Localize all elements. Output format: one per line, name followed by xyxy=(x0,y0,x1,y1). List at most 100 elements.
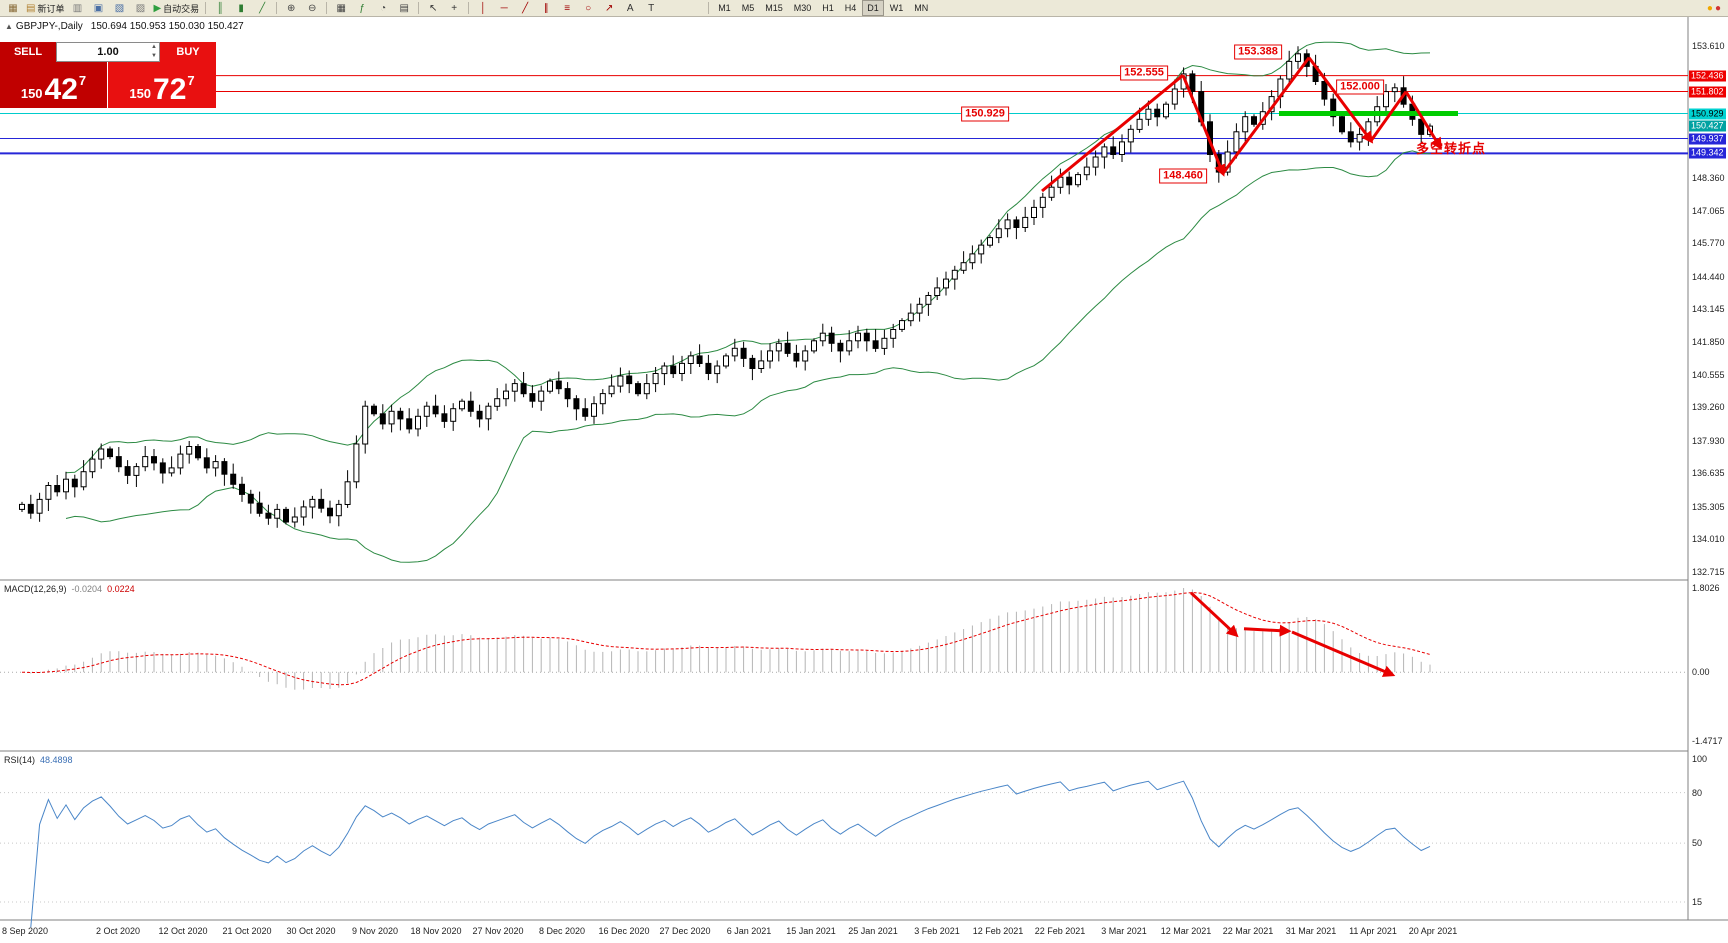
timeframe-d1-button[interactable]: D1 xyxy=(862,0,884,16)
vertical-line-icon: │ xyxy=(480,2,487,14)
news-alert-icon[interactable]: ● xyxy=(1714,2,1721,14)
buy-price-button[interactable]: 150 72 7 xyxy=(108,62,216,108)
symbol-name: GBPJPY-,Daily xyxy=(15,21,83,32)
connection-status-icon[interactable]: ● xyxy=(1706,2,1713,14)
timeframe-m15-button[interactable]: M15 xyxy=(765,3,783,13)
toolbar-right-icons: ● ● xyxy=(1707,1,1725,16)
sell-button[interactable]: SELL xyxy=(0,42,56,62)
zoom-in-icon: ⊕ xyxy=(286,2,296,14)
equidistant-channel-button[interactable]: ∥ xyxy=(536,1,556,16)
terminal-button[interactable]: ▨ xyxy=(130,1,150,16)
volume-up-icon[interactable]: ▲ xyxy=(151,44,157,50)
toolbar-separator xyxy=(468,2,470,14)
crosshair-icon: + xyxy=(451,2,458,14)
toolbar-separator xyxy=(326,2,328,14)
tile-windows-icon: ▦ xyxy=(336,2,346,14)
cursor-icon: ↖ xyxy=(428,2,438,14)
timeframe-w1-button[interactable]: W1 xyxy=(889,3,904,13)
rsi-indicator-label: RSI(14) 48.4898 xyxy=(4,755,73,765)
new-chart-icon: ▦ xyxy=(8,2,18,14)
horizontal-price-lines xyxy=(0,75,1688,155)
timeframe-mn-button[interactable]: MN xyxy=(914,3,929,13)
toolbar-separator xyxy=(708,2,710,14)
horizontal-line-button[interactable]: ─ xyxy=(494,1,514,16)
templates-icon: ▤ xyxy=(399,2,409,14)
tile-windows-button[interactable]: ▦ xyxy=(331,1,351,16)
buy-button[interactable]: BUY xyxy=(160,42,216,62)
chart-profiles-button[interactable]: ▥ xyxy=(67,1,87,16)
ask-pip: 7 xyxy=(187,73,195,88)
periods-button[interactable]: ◔ xyxy=(373,1,393,16)
auto-trading-icon: ▶ xyxy=(153,2,162,14)
bid-big: 42 xyxy=(44,73,78,106)
macd-name: MACD(12,26,9) xyxy=(4,584,67,594)
timeframe-h4-button[interactable]: H4 xyxy=(844,3,857,13)
zoom-in-button[interactable]: ⊕ xyxy=(281,1,301,16)
candlestick-chart-icon: ▮ xyxy=(238,2,244,14)
new-order-label: 新订单 xyxy=(37,3,65,14)
indicators-list-button[interactable]: ƒ xyxy=(352,1,372,16)
fibonacci-retracement-icon: ≡ xyxy=(564,2,571,14)
ask-big: 72 xyxy=(153,73,187,106)
arrows-tool-button[interactable]: ↗ xyxy=(599,1,619,16)
text-label-button[interactable]: T xyxy=(641,1,661,16)
toolbar-separator xyxy=(276,2,278,14)
bollinger-bands xyxy=(65,41,1431,563)
navigator-icon: ▧ xyxy=(114,2,125,14)
volume-input[interactable]: 1.00 ▲ ▼ xyxy=(56,42,160,62)
fibonacci-retracement-button[interactable]: ≡ xyxy=(557,1,577,16)
chart-marker-icon: ▲ xyxy=(5,22,13,31)
rsi-line xyxy=(30,780,1431,928)
volume-steppers[interactable]: ▲ ▼ xyxy=(151,43,157,61)
macd-indicator-label: MACD(12,26,9) -0.0204 0.0224 xyxy=(4,584,135,594)
equidistant-channel-icon: ∥ xyxy=(543,2,549,14)
templates-button[interactable]: ▤ xyxy=(394,1,414,16)
candlestick-chart-button[interactable]: ▮ xyxy=(231,1,251,16)
arrows-tool-icon: ↗ xyxy=(604,2,614,14)
auto-trading-button[interactable]: ▶ 自动交易 xyxy=(151,1,201,16)
macd-histogram xyxy=(30,588,1431,690)
turning-point-annotation[interactable]: 多空转折点 xyxy=(1416,141,1487,156)
trendline-button[interactable]: ╱ xyxy=(515,1,535,16)
macd-main-value: -0.0204 xyxy=(71,584,103,594)
zoom-out-button[interactable]: ⊖ xyxy=(302,1,322,16)
new-order-button[interactable]: ▤ 新订单 xyxy=(24,1,66,16)
text-label-icon: T xyxy=(648,2,655,14)
terminal-icon: ▨ xyxy=(135,2,146,14)
market-watch-button[interactable]: ▣ xyxy=(88,1,108,16)
text-tool-button[interactable]: A xyxy=(620,1,640,16)
auto-trading-label: 自动交易 xyxy=(163,3,200,14)
rsi-value: 48.4898 xyxy=(40,755,73,765)
navigator-button[interactable]: ▧ xyxy=(109,1,129,16)
timeframe-m30-button[interactable]: M30 xyxy=(793,3,812,13)
cursor-button[interactable]: ↖ xyxy=(423,1,443,16)
text-tool-icon: A xyxy=(626,2,634,14)
timeframe-h1-button[interactable]: H1 xyxy=(822,3,834,13)
macd-signal-value: 0.0224 xyxy=(107,584,135,594)
shapes-button[interactable]: ○ xyxy=(578,1,598,16)
timeframe-m1-button[interactable]: M1 xyxy=(718,3,731,13)
trade-controls-row: SELL 1.00 ▲ ▼ BUY xyxy=(0,42,216,62)
market-watch-icon: ▣ xyxy=(93,2,104,14)
new-chart-button[interactable]: ▦ xyxy=(3,1,23,16)
vertical-line-button[interactable]: │ xyxy=(473,1,493,16)
sell-price-button[interactable]: 150 42 7 xyxy=(0,62,108,108)
crosshair-button[interactable]: + xyxy=(444,1,464,16)
indicators-list-icon: ƒ xyxy=(359,2,365,14)
chart-symbol-header: ▲ GBPJPY-,Daily 150.694 150.953 150.030 15… xyxy=(5,21,244,32)
symbol-ohlc: 150.694 150.953 150.030 150.427 xyxy=(90,21,244,32)
trade-prices-row: 150 42 7 150 72 7 xyxy=(0,62,216,108)
shapes-icon: ○ xyxy=(585,2,592,14)
trend-arrows[interactable] xyxy=(1041,56,1442,193)
ask-prefix: 150 xyxy=(129,86,152,101)
line-chart-button[interactable]: ╱ xyxy=(252,1,272,16)
volume-down-icon[interactable]: ▼ xyxy=(151,53,157,59)
macd-arrows[interactable] xyxy=(1189,591,1396,677)
timeframe-m5-button[interactable]: M5 xyxy=(741,3,755,13)
trendline-icon: ╱ xyxy=(522,2,529,14)
main-toolbar: ▦ ▤ 新订单 ▥ ▣ ▧ ▨ ▶ 自动交易 ║ ▮ ╱ ⊕ ⊖ ▦ ƒ ◔ ▤ ↖ + │ ─ ╱ ∥ ≡ ○ ↗ A T M1 M5 M1… xyxy=(0,0,1728,17)
chart-profiles-icon: ▥ xyxy=(72,2,83,14)
bar-chart-button[interactable]: ║ xyxy=(210,1,230,16)
bar-chart-icon: ║ xyxy=(216,2,224,14)
